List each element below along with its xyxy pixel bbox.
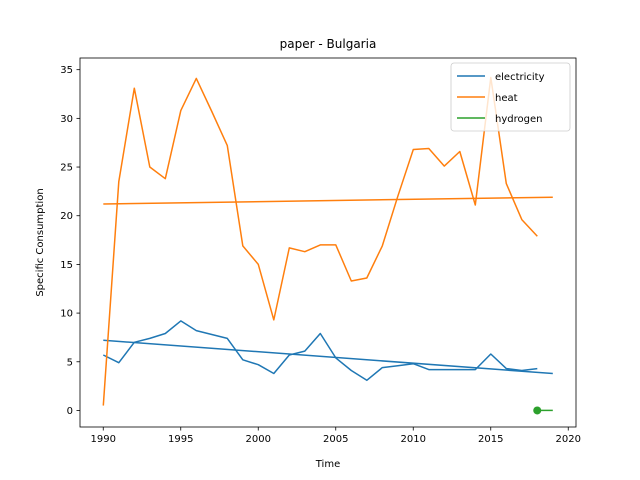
series-hydrogen-point [533, 406, 542, 415]
axis-ticks: 1990 1995 2000 2005 2010 2015 2020 0 5 10 15 20 25 30… [60, 65, 581, 445]
x-tick-label: 1995 [168, 434, 193, 445]
legend-label-electricity: electricity [495, 72, 545, 83]
x-tick-label: 1990 [91, 434, 116, 445]
y-tick-label: 35 [60, 65, 73, 76]
y-axis-label: Specific Consumption [35, 188, 46, 296]
legend-box [450, 62, 571, 132]
chart-title: paper - Bulgaria [280, 37, 377, 51]
y-tick-label: 20 [60, 211, 73, 222]
y-tick-label: 5 [67, 357, 73, 368]
legend-label-hydrogen: hydrogen [495, 114, 542, 125]
axes-frame [79, 57, 577, 428]
legend: electricity heat hydrogen [450, 62, 571, 132]
y-tick-label: 0 [67, 406, 73, 417]
x-tick-label: 2020 [556, 434, 581, 445]
legend-label-heat: heat [495, 93, 518, 104]
x-axis-label: Time [315, 459, 340, 470]
y-tick-label: 25 [60, 163, 73, 174]
x-tick-label: 2000 [246, 434, 271, 445]
plot-area [102, 76, 553, 415]
y-tick-label: 30 [60, 114, 73, 125]
series-electricity-line [102, 320, 538, 382]
x-tick-label: 2005 [323, 434, 348, 445]
series-heat-line [102, 76, 538, 406]
x-tick-label: 2015 [478, 434, 503, 445]
y-tick-label: 10 [60, 309, 73, 320]
x-tick-label: 2010 [401, 434, 426, 445]
series-heat-trend-line [103, 196, 553, 205]
y-tick-label: 15 [60, 260, 73, 271]
